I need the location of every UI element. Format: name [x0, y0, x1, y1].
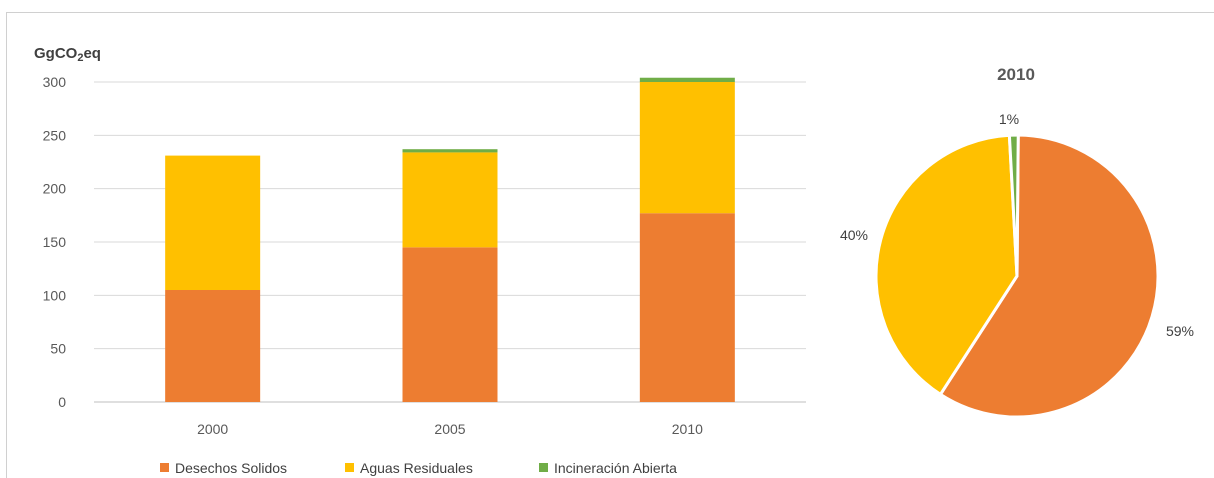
legend-label: Desechos Solidos	[175, 460, 287, 476]
y-tick-label: 300	[43, 74, 67, 90]
x-tick-label: 2000	[197, 421, 228, 437]
bar-segment	[402, 247, 498, 402]
bar-series	[165, 77, 735, 402]
y-axis-label: GgCO2eq	[34, 45, 101, 64]
x-tick-labels: 2000 2005 2010	[197, 421, 703, 437]
y-tick-label: 50	[50, 341, 66, 357]
pie-slice	[1007, 133, 1020, 278]
y-tick-label: 100	[43, 287, 67, 303]
legend-swatch	[345, 463, 354, 472]
pie-chart	[874, 133, 1160, 419]
legend-label: Aguas Residuales	[360, 460, 473, 476]
legend-swatch	[539, 463, 548, 472]
bar-segment	[402, 149, 498, 153]
bar-segment	[639, 77, 735, 82]
y-axis-label-subscript: 2	[77, 52, 83, 64]
bar-segment	[165, 290, 261, 402]
x-tick-label: 2010	[672, 421, 703, 437]
pie-slice	[938, 133, 1160, 419]
y-axis-label-prefix: GgCO	[34, 45, 78, 62]
pie-data-label: 59%	[1166, 323, 1194, 339]
legend: Desechos Solidos Aguas Residuales Incinera…	[160, 460, 677, 476]
bar-segment	[639, 82, 735, 214]
bar-segment	[165, 155, 261, 290]
pie-slice	[874, 133, 1019, 396]
frame-border-left	[6, 12, 7, 478]
pie-title: 2010	[997, 65, 1035, 84]
bar-segment	[402, 152, 498, 248]
x-tick-label: 2005	[434, 421, 465, 437]
y-tick-labels: 0 50 100 150 200 250 300	[43, 74, 67, 410]
pie-data-label: 40%	[840, 227, 868, 243]
legend-swatch	[160, 463, 169, 472]
y-axis-label-suffix: eq	[83, 45, 101, 62]
legend-label: Incineración Abierta	[554, 460, 677, 476]
frame-border-top	[6, 12, 1214, 13]
pie-data-label: 1%	[999, 111, 1019, 127]
y-tick-label: 0	[58, 394, 66, 410]
y-tick-label: 150	[43, 234, 67, 250]
pie-labels: 59% 40% 1%	[840, 111, 1194, 339]
y-tick-label: 250	[43, 127, 67, 143]
bar-segment	[639, 213, 735, 402]
y-tick-label: 200	[43, 181, 67, 197]
